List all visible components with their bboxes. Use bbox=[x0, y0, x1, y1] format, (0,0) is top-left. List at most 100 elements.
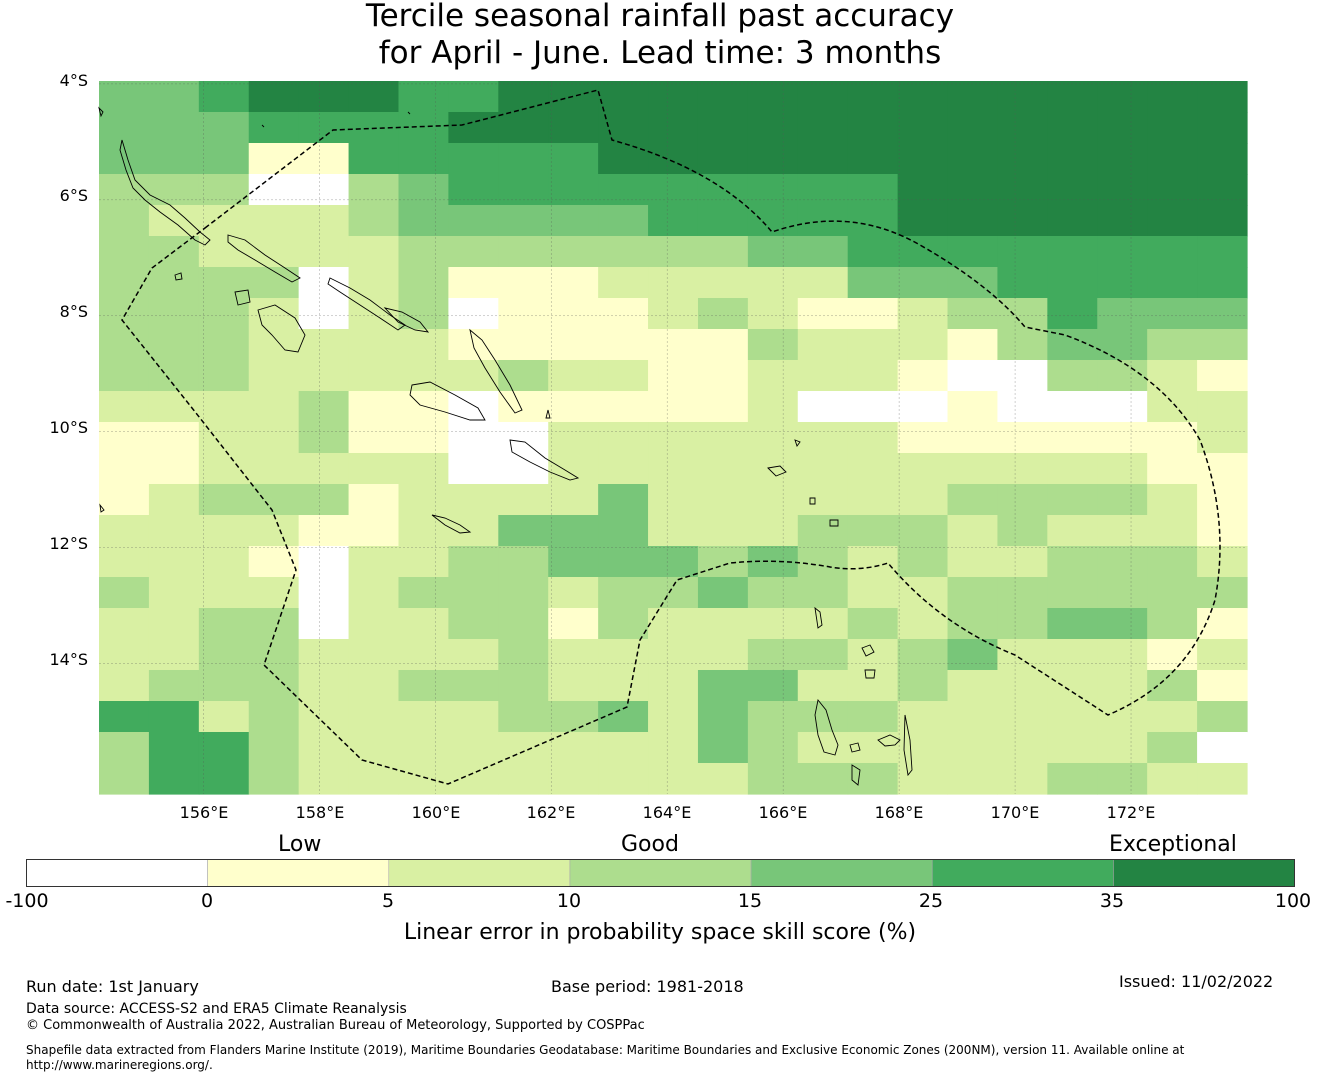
grid-cell bbox=[1047, 639, 1098, 671]
grid-cell bbox=[797, 174, 849, 206]
grid-cell bbox=[947, 267, 999, 299]
grid-cell bbox=[697, 453, 749, 485]
grid-cell bbox=[897, 484, 949, 516]
grid-cell bbox=[99, 422, 150, 454]
grid-cell bbox=[997, 112, 1048, 144]
grid-cell bbox=[348, 143, 400, 175]
grid-cell bbox=[1047, 484, 1098, 516]
grid-cell bbox=[847, 546, 899, 578]
grid-cell bbox=[747, 515, 799, 547]
grid-cell bbox=[847, 267, 899, 299]
grid-cell bbox=[99, 546, 150, 578]
grid-cell bbox=[897, 205, 949, 237]
grid-cell bbox=[648, 422, 699, 454]
grid-cell bbox=[1047, 174, 1098, 206]
colorbar-tick-100: 100 bbox=[1274, 890, 1312, 912]
grid-cell bbox=[1197, 422, 1248, 454]
grid-cell bbox=[997, 484, 1048, 516]
grid-cell bbox=[997, 236, 1048, 268]
grid-cell bbox=[697, 205, 749, 237]
grid-cell bbox=[298, 670, 350, 702]
grid-cell bbox=[448, 484, 499, 516]
grid-cell bbox=[198, 701, 250, 733]
grid-cell bbox=[847, 81, 899, 113]
grid-cell bbox=[897, 174, 949, 206]
grid-cell bbox=[1047, 112, 1098, 144]
grid-cell bbox=[548, 329, 599, 361]
grid-cell bbox=[797, 639, 849, 671]
grid-cell bbox=[99, 391, 150, 423]
grid-cell bbox=[1147, 81, 1198, 113]
grid-cell bbox=[198, 298, 250, 330]
grid-cell bbox=[947, 453, 999, 485]
grid-cell bbox=[248, 453, 300, 485]
grid-cell bbox=[548, 298, 599, 330]
grid-cell bbox=[997, 205, 1048, 237]
colorbar-segment bbox=[750, 859, 933, 887]
grid-cell bbox=[797, 763, 849, 795]
grid-cell bbox=[398, 577, 449, 609]
grid-cell bbox=[1047, 236, 1098, 268]
grid-cell bbox=[548, 701, 599, 733]
grid-cell bbox=[498, 267, 549, 299]
colorbar-segment bbox=[569, 859, 752, 887]
grid-cell bbox=[1097, 205, 1148, 237]
grid-cell bbox=[398, 546, 449, 578]
grid-cell bbox=[1197, 298, 1248, 330]
grid-cell bbox=[697, 422, 749, 454]
lon-label-166e: 166°E bbox=[758, 803, 808, 822]
grid-cell bbox=[298, 298, 350, 330]
grid-cell bbox=[548, 763, 599, 795]
colorbar-tick-25: 25 bbox=[918, 890, 944, 912]
grid-cell bbox=[1047, 391, 1098, 423]
colorbar-tick-10: 10 bbox=[556, 890, 582, 912]
grid-cell bbox=[598, 546, 649, 578]
grid-cell bbox=[1147, 422, 1198, 454]
grid-cell bbox=[348, 174, 400, 206]
vanuatu-espiritu-santo bbox=[814, 698, 839, 756]
grid-cell bbox=[448, 112, 499, 144]
colorbar-segment bbox=[26, 859, 208, 887]
grid-cell bbox=[298, 112, 350, 144]
grid-cell bbox=[897, 515, 949, 547]
grid-cell bbox=[897, 422, 949, 454]
grid-cell bbox=[648, 732, 699, 764]
grid-cell bbox=[1047, 515, 1098, 547]
grid-cell bbox=[198, 670, 250, 702]
grid-cell bbox=[847, 484, 899, 516]
grid-cell bbox=[648, 670, 699, 702]
grid-cell bbox=[248, 236, 300, 268]
grid-cell bbox=[548, 608, 599, 640]
grid-cell bbox=[897, 670, 949, 702]
grid-cell bbox=[697, 763, 749, 795]
grid-cell bbox=[997, 515, 1048, 547]
grid-cell bbox=[448, 174, 499, 206]
guadalcanal-island bbox=[409, 381, 486, 421]
grid-cell bbox=[648, 329, 699, 361]
colorbar-tick-neg100: -100 bbox=[5, 890, 49, 912]
grid-cell bbox=[1047, 608, 1098, 640]
grid-cell bbox=[348, 608, 400, 640]
grid-cell bbox=[1047, 701, 1098, 733]
grid-cell bbox=[348, 670, 400, 702]
choiseul-island bbox=[227, 234, 301, 283]
grid-cell bbox=[648, 267, 699, 299]
grid-cell bbox=[198, 174, 250, 206]
grid-cell bbox=[847, 422, 899, 454]
grid-cell bbox=[947, 236, 999, 268]
makira-island bbox=[509, 439, 580, 481]
grid-cell bbox=[847, 112, 899, 144]
grid-cell bbox=[1047, 763, 1098, 795]
grid-cell bbox=[747, 267, 799, 299]
grid-cell bbox=[1197, 112, 1248, 144]
grid-cell bbox=[198, 360, 250, 392]
grid-cell bbox=[598, 732, 649, 764]
grid-cell bbox=[1047, 205, 1098, 237]
colorbar-frame bbox=[26, 859, 1295, 887]
grid-cell bbox=[198, 329, 250, 361]
shapefile-credit: Shapefile data extracted from Flanders M… bbox=[26, 1043, 1185, 1057]
grid-cell bbox=[648, 639, 699, 671]
grid-cell bbox=[797, 360, 849, 392]
grid-cell bbox=[1097, 81, 1148, 113]
